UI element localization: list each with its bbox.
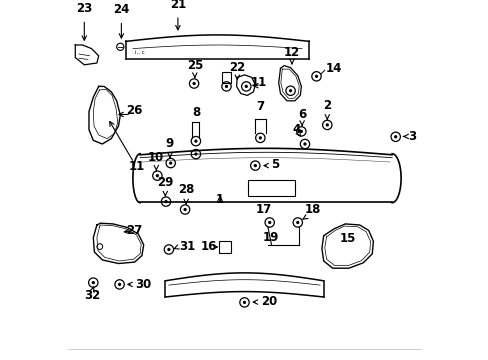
Circle shape (192, 82, 195, 85)
Circle shape (325, 123, 328, 127)
Text: 29: 29 (157, 176, 173, 189)
Circle shape (314, 75, 318, 78)
Text: 27: 27 (126, 224, 142, 237)
Circle shape (299, 130, 303, 133)
Text: 12: 12 (284, 46, 300, 59)
Text: 4: 4 (292, 123, 300, 136)
Text: 6: 6 (297, 108, 305, 121)
Circle shape (296, 221, 299, 224)
Text: 2: 2 (323, 99, 331, 112)
Text: 26: 26 (126, 104, 142, 117)
Text: 32: 32 (84, 289, 100, 302)
Text: 8: 8 (191, 106, 200, 119)
Text: 10: 10 (148, 151, 164, 164)
Circle shape (169, 161, 172, 165)
Text: i.. c: i.. c (134, 50, 144, 55)
Text: 24: 24 (113, 3, 129, 16)
Text: 15: 15 (339, 232, 356, 245)
Text: 11: 11 (250, 76, 266, 89)
Text: 3: 3 (407, 130, 416, 143)
Text: 9: 9 (165, 138, 174, 150)
Circle shape (393, 135, 397, 139)
Circle shape (253, 164, 256, 167)
Text: 5: 5 (271, 158, 279, 171)
Circle shape (224, 85, 228, 88)
Circle shape (155, 174, 159, 177)
Circle shape (303, 142, 306, 146)
Text: 14: 14 (325, 62, 341, 75)
Text: 7: 7 (256, 100, 264, 113)
Text: 22: 22 (229, 61, 245, 74)
Circle shape (118, 283, 121, 286)
Text: 18: 18 (305, 203, 321, 216)
Text: 11: 11 (128, 160, 144, 173)
Text: 23: 23 (76, 2, 92, 15)
Text: 19: 19 (262, 231, 278, 244)
Circle shape (167, 248, 170, 251)
Circle shape (243, 301, 245, 304)
Circle shape (164, 200, 167, 203)
Circle shape (194, 139, 197, 143)
Text: 31: 31 (179, 240, 195, 253)
FancyBboxPatch shape (222, 72, 231, 83)
Circle shape (183, 208, 186, 211)
Circle shape (194, 152, 197, 156)
Text: 30: 30 (135, 278, 151, 291)
Text: 21: 21 (169, 0, 185, 11)
Text: 20: 20 (260, 295, 276, 308)
FancyBboxPatch shape (219, 241, 230, 253)
Circle shape (258, 136, 262, 140)
FancyBboxPatch shape (247, 180, 294, 196)
Circle shape (91, 281, 95, 284)
Text: 25: 25 (186, 59, 203, 72)
Circle shape (267, 221, 271, 224)
Circle shape (244, 85, 247, 88)
Text: 28: 28 (178, 183, 194, 196)
Circle shape (288, 89, 292, 93)
Text: 1: 1 (216, 193, 224, 206)
Text: 16: 16 (200, 240, 216, 253)
Text: 17: 17 (256, 203, 272, 216)
